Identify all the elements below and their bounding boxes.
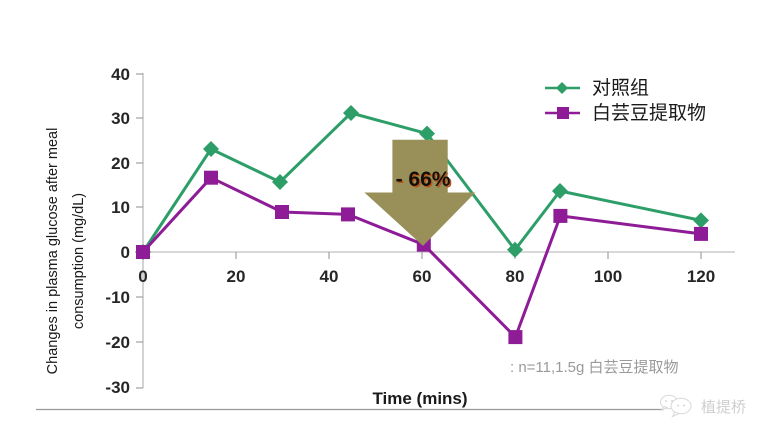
svg-text:30: 30	[111, 109, 130, 128]
svg-text:20: 20	[227, 267, 246, 286]
svg-text:40: 40	[320, 267, 339, 286]
svg-text:-20: -20	[105, 333, 130, 352]
svg-text:60: 60	[413, 267, 432, 286]
svg-text:-30: -30	[105, 378, 130, 397]
svg-text:Time (mins): Time (mins)	[372, 389, 467, 408]
svg-text:: n=11,1.5g 白芸豆提取物: : n=11,1.5g 白芸豆提取物	[510, 359, 679, 376]
svg-text:100: 100	[594, 267, 622, 286]
svg-text:-10: -10	[105, 288, 130, 307]
svg-text:对照组: 对照组	[592, 77, 649, 99]
svg-text:0: 0	[138, 267, 147, 286]
svg-text:0: 0	[121, 243, 130, 262]
svg-text:consumption (mg/dL): consumption (mg/dL)	[71, 193, 87, 329]
svg-text:40: 40	[111, 65, 130, 84]
svg-text:20: 20	[111, 154, 130, 173]
svg-text:80: 80	[506, 267, 525, 286]
svg-text:植提桥: 植提桥	[701, 399, 746, 416]
svg-text:Changes in plasma glucose afte: Changes in plasma glucose after meal	[45, 128, 61, 375]
svg-text:- 66%: - 66%	[396, 168, 451, 191]
svg-text:120: 120	[687, 267, 715, 286]
svg-text:10: 10	[111, 198, 130, 217]
svg-text:白芸豆提取物: 白芸豆提取物	[592, 102, 706, 124]
